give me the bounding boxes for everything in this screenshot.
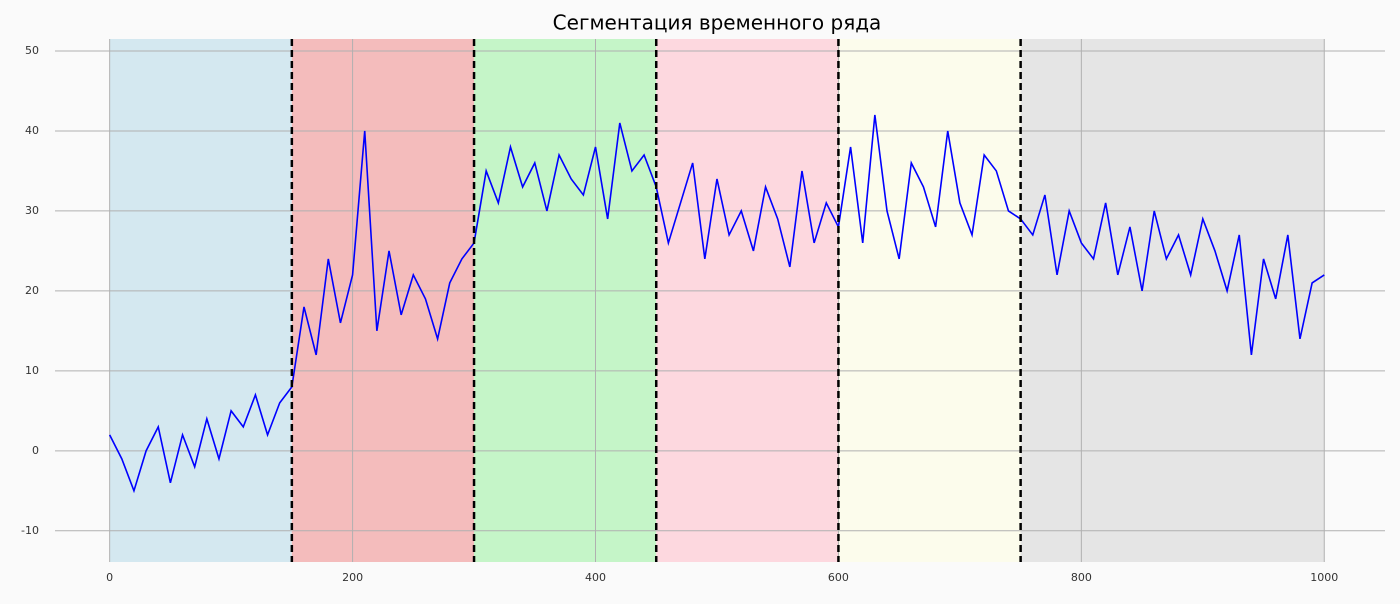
segment-region bbox=[656, 39, 839, 562]
chart-title: Сегментация временного ряда bbox=[553, 11, 882, 35]
series-line bbox=[108, 114, 1325, 494]
y-tick-label: 0 bbox=[32, 444, 39, 457]
segment-region bbox=[838, 39, 1021, 562]
y-tick-label: 10 bbox=[25, 364, 39, 377]
segment-region bbox=[109, 39, 292, 562]
y-tick-label: 50 bbox=[25, 44, 39, 57]
x-tick-label: 200 bbox=[342, 571, 363, 584]
x-tick-label: 400 bbox=[585, 571, 606, 584]
y-tick-label: 20 bbox=[25, 284, 39, 297]
segment-region bbox=[474, 39, 657, 562]
x-tick-label: 800 bbox=[1071, 571, 1092, 584]
segment-region bbox=[291, 39, 475, 562]
y-tick-label: 40 bbox=[25, 124, 39, 137]
x-tick-label: 600 bbox=[828, 571, 849, 584]
y-tick-label: -10 bbox=[21, 524, 39, 537]
y-tick-label: 30 bbox=[25, 204, 39, 217]
x-tick-label: 1000 bbox=[1310, 571, 1338, 584]
segment-region bbox=[1020, 39, 1325, 562]
x-tick-label: 0 bbox=[106, 571, 113, 584]
